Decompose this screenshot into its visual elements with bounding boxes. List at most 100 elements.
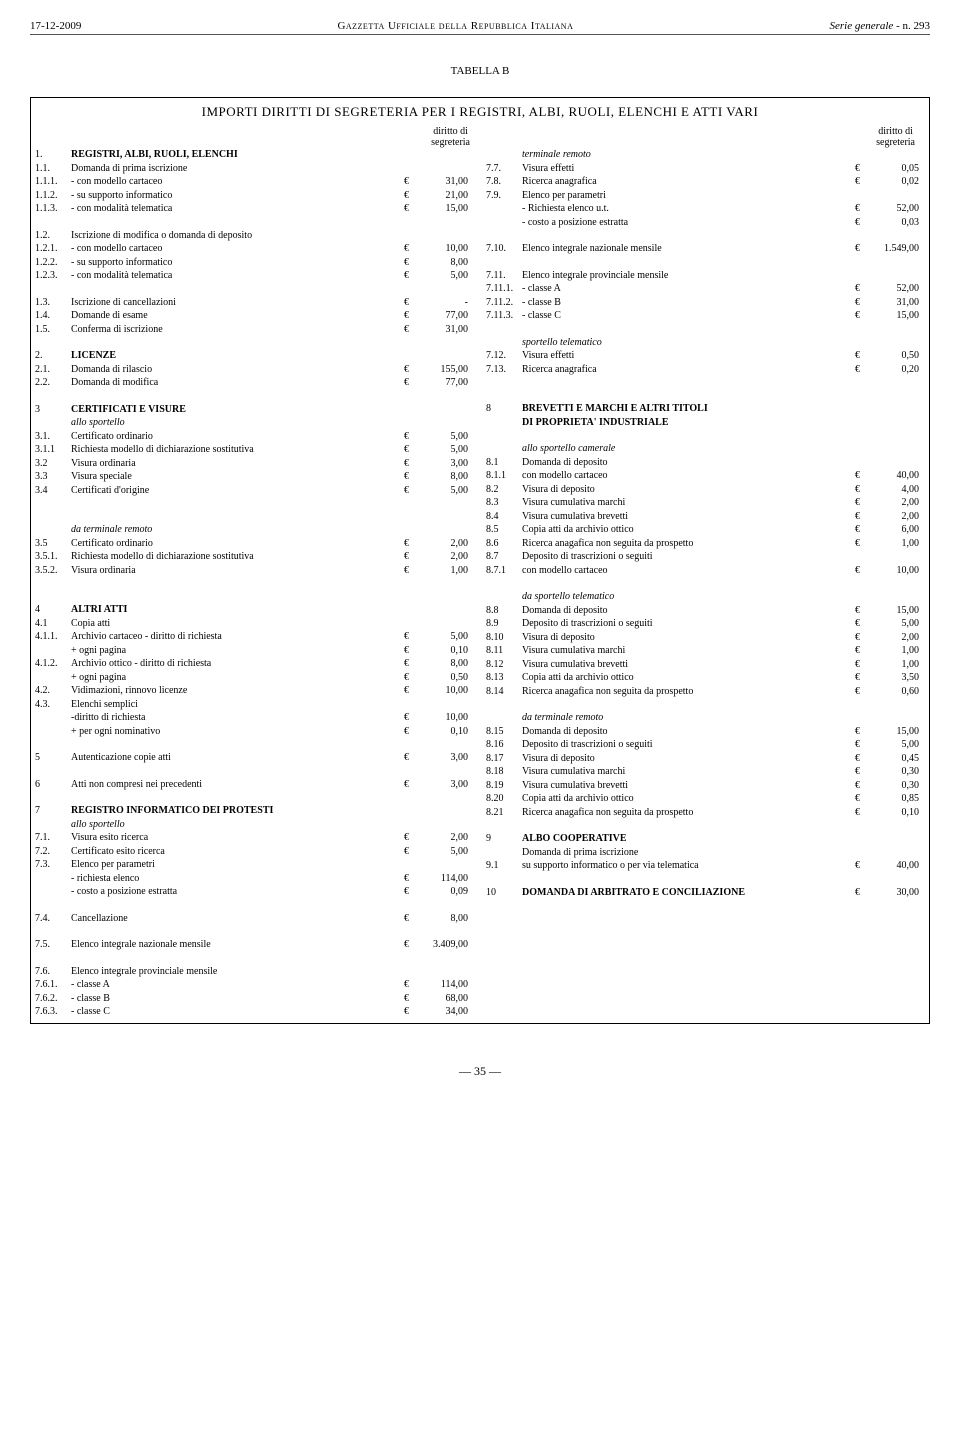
row-number: 8 bbox=[486, 402, 522, 416]
header-gazette: Gazzetta Ufficiale della Repubblica Ital… bbox=[337, 20, 573, 32]
row-amount: 2,00 bbox=[869, 631, 925, 645]
row-number: 4.1.1. bbox=[35, 630, 71, 644]
row-number: 2. bbox=[35, 349, 71, 363]
row-number: 8.9 bbox=[486, 617, 522, 631]
row-description: - su supporto informatico bbox=[71, 189, 404, 203]
table-row: 8.6Ricerca anagafica non seguita da pros… bbox=[486, 537, 925, 551]
table-row: 8.19Visura cumulativa brevetti€0,30 bbox=[486, 779, 925, 793]
row-currency: € bbox=[404, 872, 418, 886]
row-description: Domanda di prima iscrizione bbox=[71, 162, 404, 176]
table-row: 7.12.Visura effetti€0,50 bbox=[486, 349, 925, 363]
row-description: - costo a posizione estratta bbox=[522, 216, 855, 230]
row-currency: € bbox=[855, 537, 869, 551]
row-number: 2.2. bbox=[35, 376, 71, 390]
table-row: 8.11Visura cumulativa marchi€1,00 bbox=[486, 644, 925, 658]
row-currency: € bbox=[855, 604, 869, 618]
row-number: 1.2. bbox=[35, 229, 71, 243]
row-number: 7.11.1. bbox=[486, 282, 522, 296]
row-number: 1.1. bbox=[35, 162, 71, 176]
row-number: 9 bbox=[486, 832, 522, 846]
row-description: REGISTRO INFORMATICO DEI PROTESTI bbox=[71, 804, 404, 818]
row-currency: € bbox=[855, 685, 869, 699]
tabella-label: TABELLA B bbox=[30, 65, 930, 77]
table-row: 7.8.Ricerca anagrafica€0,02 bbox=[486, 175, 925, 189]
row-currency: € bbox=[855, 510, 869, 524]
row-currency: € bbox=[855, 725, 869, 739]
row-description: REGISTRI, ALBI, RUOLI, ELENCHI bbox=[71, 148, 404, 162]
row-amount: 0,60 bbox=[869, 685, 925, 699]
row-description: Ricerca anagafica non seguita da prospet… bbox=[522, 806, 855, 820]
row-amount: 31,00 bbox=[418, 323, 474, 337]
row-currency: € bbox=[404, 644, 418, 658]
row-amount: 155,00 bbox=[418, 363, 474, 377]
row-amount: 1,00 bbox=[418, 564, 474, 578]
row-amount: 5,00 bbox=[869, 617, 925, 631]
row-description: Autenticazione copie atti bbox=[71, 751, 404, 765]
row-description: - classe B bbox=[522, 296, 855, 310]
spacer bbox=[35, 497, 474, 510]
row-currency: € bbox=[404, 751, 418, 765]
table-row: 7.9.Elenco per parametri bbox=[486, 189, 925, 203]
row-description: - richiesta elenco bbox=[71, 872, 404, 886]
row-amount: 3,50 bbox=[869, 671, 925, 685]
table-row: 7.1.Visura esito ricerca€2,00 bbox=[35, 831, 474, 845]
table-row: 8.4Visura cumulativa brevetti€2,00 bbox=[486, 510, 925, 524]
row-currency: € bbox=[404, 550, 418, 564]
row-currency: € bbox=[855, 296, 869, 310]
table-row: 4ALTRI ATTI bbox=[35, 603, 474, 617]
table-row: 1.4.Domande di esame€77,00 bbox=[35, 309, 474, 323]
row-currency: € bbox=[855, 886, 869, 900]
row-description: Elenco per parametri bbox=[71, 858, 404, 872]
table-row: 8.15Domanda di deposito€15,00 bbox=[486, 725, 925, 739]
row-currency: € bbox=[855, 282, 869, 296]
row-number: 7.5. bbox=[35, 938, 71, 952]
row-number: 4.1 bbox=[35, 617, 71, 631]
row-description: Visura di deposito bbox=[522, 631, 855, 645]
row-description: CERTIFICATI E VISURE bbox=[71, 403, 404, 417]
row-amount: 5,00 bbox=[418, 630, 474, 644]
row-description: - con modello cartaceo bbox=[71, 175, 404, 189]
spacer bbox=[486, 698, 925, 711]
row-amount: 15,00 bbox=[869, 604, 925, 618]
row-number: 3.5 bbox=[35, 537, 71, 551]
row-description: Iscrizione di cancellazioni bbox=[71, 296, 404, 310]
table-row: 2.2.Domanda di modifica€77,00 bbox=[35, 376, 474, 390]
row-description: da terminale remoto bbox=[522, 711, 855, 725]
spacer bbox=[35, 738, 474, 751]
row-number: 8.19 bbox=[486, 779, 522, 793]
row-description: Elenco integrale nazionale mensile bbox=[71, 938, 404, 952]
row-currency: € bbox=[404, 630, 418, 644]
table-row: 7.3.Elenco per parametri bbox=[35, 858, 474, 872]
row-description: Archivio ottico - diritto di richiesta bbox=[71, 657, 404, 671]
row-amount: 8,00 bbox=[418, 256, 474, 270]
row-currency: € bbox=[855, 671, 869, 685]
table-row: 1.1.1.- con modello cartaceo€31,00 bbox=[35, 175, 474, 189]
row-number: 8.5 bbox=[486, 523, 522, 537]
row-currency: € bbox=[404, 443, 418, 457]
table-row: 8.21Ricerca anagafica non seguita da pro… bbox=[486, 806, 925, 820]
row-description: con modello cartaceo bbox=[522, 469, 855, 483]
row-description: - classe A bbox=[71, 978, 404, 992]
row-number: 1.2.3. bbox=[35, 269, 71, 283]
row-currency: € bbox=[855, 792, 869, 806]
table-row: 8.7.1con modello cartaceo€10,00 bbox=[486, 564, 925, 578]
row-number: 1.3. bbox=[35, 296, 71, 310]
right-column: terminale remoto7.7.Visura effetti€0,057… bbox=[480, 148, 925, 1019]
row-description: con modello cartaceo bbox=[522, 564, 855, 578]
row-description: sportello telematico bbox=[522, 336, 855, 350]
row-number: 3.5.2. bbox=[35, 564, 71, 578]
row-currency: € bbox=[855, 765, 869, 779]
spacer bbox=[35, 791, 474, 804]
row-amount: 0,10 bbox=[418, 644, 474, 658]
row-description: Copia atti da archivio ottico bbox=[522, 671, 855, 685]
row-currency: € bbox=[404, 430, 418, 444]
spacer bbox=[35, 216, 474, 229]
spacer bbox=[35, 590, 474, 603]
table-row: 3.2Visura ordinaria€3,00 bbox=[35, 457, 474, 471]
row-currency: € bbox=[404, 725, 418, 739]
spacer bbox=[35, 283, 474, 296]
row-description: Domande di esame bbox=[71, 309, 404, 323]
row-description: + ogni pagina bbox=[71, 644, 404, 658]
row-currency: € bbox=[855, 752, 869, 766]
table-row: 8.12Visura cumulativa brevetti€1,00 bbox=[486, 658, 925, 672]
